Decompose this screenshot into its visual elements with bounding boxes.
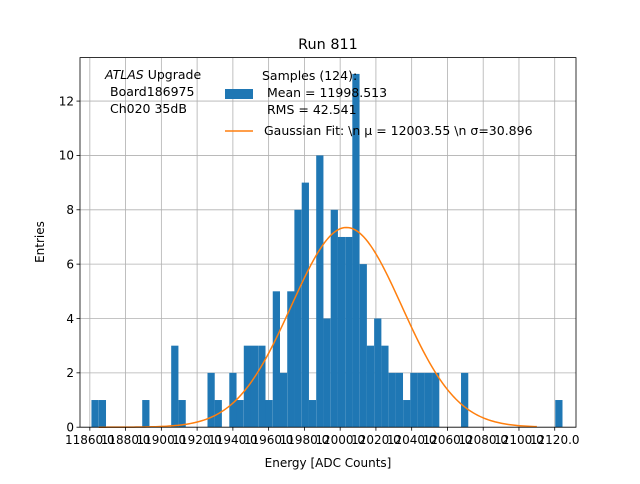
plot-frame [79,57,577,428]
atlas-annotation: ATLAS Upgrade Board186975 Ch020 35dB [104,67,201,116]
y-tick-label: 8 [66,203,74,217]
svg-text:ATLAS Upgrade: ATLAS Upgrade [104,67,201,82]
histogram-bar [432,372,440,428]
x-tick-label: 12000.0 [315,433,365,447]
y-tick-label: 12 [59,94,74,108]
x-tick-label: 12020.0 [351,433,401,447]
histogram-bar [366,345,375,428]
histogram-bar [316,155,324,428]
gaussian-fit-curve [98,226,537,428]
histogram-bar [287,291,295,428]
histogram-bar [388,372,396,428]
histogram-bar [301,182,309,428]
x-tick-label: 12040.0 [387,433,437,447]
x-tick-label: 12120.0 [530,433,580,447]
histogram-bar [229,372,237,428]
atlas-label: ATLAS [104,67,144,82]
legend-samples-title: Samples (124): [262,68,357,83]
legend-bar-swatch [225,89,253,99]
y-tick-label: 2 [66,366,74,380]
y-axis-label: Entries [33,221,47,263]
histogram-bar [236,400,244,428]
x-tick-label: 12080.0 [458,433,508,447]
channel-label: Ch020 35dB [110,101,187,116]
histogram-bars [91,73,563,428]
y-ticks: 0 2 4 6 8 10 12 [59,94,80,435]
legend: Samples (124): Mean = 11998.513 RMS = 42… [225,68,533,138]
histogram-bar [308,400,317,428]
histogram-bar [323,318,331,428]
x-tick-label: 11860.0 [65,433,115,447]
histogram-bar [98,400,107,428]
histogram-bar [272,291,280,428]
x-tick-label: 11960.0 [244,433,294,447]
histogram-bar [294,209,302,428]
legend-rms: RMS = 42.541 [267,102,357,117]
x-tick-label: 11880.0 [101,433,151,447]
histogram-bar [555,400,563,428]
histogram-bar [424,372,432,428]
histogram-bar [395,372,404,428]
histogram-bar [337,236,346,428]
histogram-bar [461,372,469,428]
y-tick-label: 4 [66,312,74,326]
histogram-bar [417,372,425,428]
histogram-bar [352,73,360,428]
histogram-bar [403,400,411,428]
board-label: Board186975 [110,84,194,99]
histogram-bar [171,345,179,428]
x-tick-label: 11900.0 [137,433,187,447]
legend-fit-label: Gaussian Fit: \n μ = 12003.55 \n σ=30.89… [264,123,533,138]
chart-title: Run 811 [298,37,358,53]
y-tick-label: 6 [66,257,74,271]
x-grid [89,57,556,428]
histogram-bar [330,209,338,428]
histogram-bar [250,345,259,428]
y-tick-label: 10 [59,149,74,163]
histogram-bar [345,236,353,428]
x-tick-label: 11940.0 [208,433,258,447]
histogram-bar [279,372,288,428]
y-tick-label: 0 [66,421,74,435]
histogram-bar [142,400,150,428]
x-ticks: 11860.011880.011900.011920.011940.011960… [65,427,580,447]
histogram-bar [265,400,273,428]
x-tick-label: 11980.0 [280,433,330,447]
x-tick-label: 12100.0 [494,433,544,447]
histogram-bar [410,372,418,428]
histogram-bar [381,345,389,428]
histogram-bar [258,345,266,428]
x-axis-label: Energy [ADC Counts] [265,456,392,470]
x-tick-label: 12060.0 [423,433,473,447]
upgrade-label: Upgrade [144,67,202,82]
histogram-bar [374,318,382,428]
x-tick-label: 11920.0 [172,433,222,447]
histogram-bar [91,400,99,428]
histogram-bar [207,372,215,428]
legend-mean: Mean = 11998.513 [267,85,387,100]
histogram-bar [178,400,186,428]
histogram-bar [359,264,367,428]
